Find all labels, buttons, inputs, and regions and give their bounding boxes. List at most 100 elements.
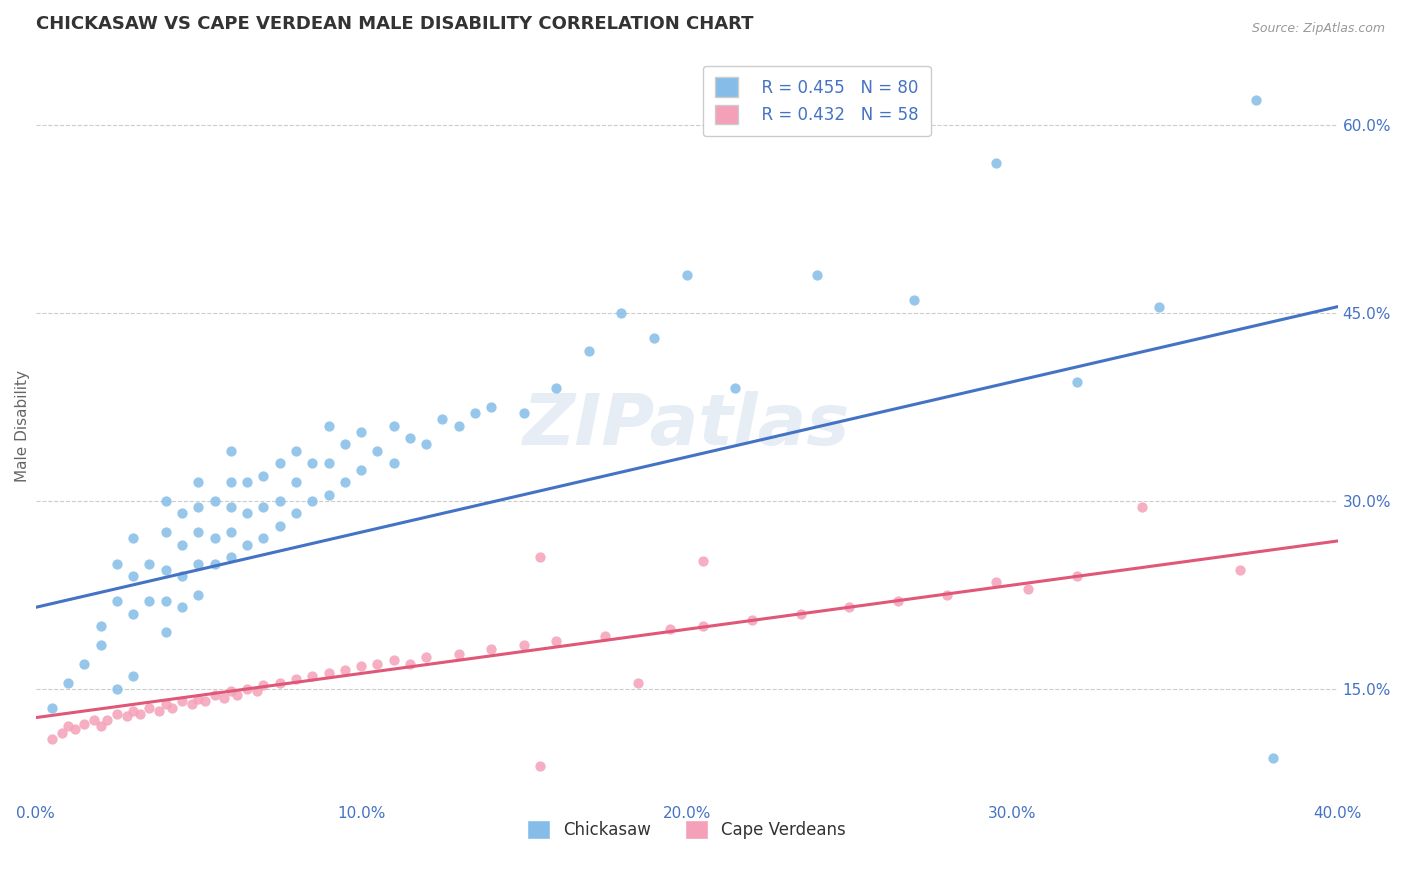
Point [301,494,323,508]
Point [333,475,356,489]
Point [415,650,437,665]
Point [214,690,236,705]
Point [122,532,145,546]
Point [204,557,226,571]
Point [1147,300,1170,314]
Point [984,575,1007,590]
Point [301,456,323,470]
Point [155,494,177,508]
Point [170,538,193,552]
Point [138,557,160,571]
Point [138,594,160,608]
Point [318,487,340,501]
Point [479,400,502,414]
Point [105,557,128,571]
Point [593,629,616,643]
Point [382,456,405,470]
Point [236,507,259,521]
Point [90,619,112,633]
Point [903,293,925,308]
Point [1066,375,1088,389]
Point [984,155,1007,169]
Point [122,607,145,621]
Point [187,475,209,489]
Point [675,268,697,283]
Point [219,475,242,489]
Point [122,669,145,683]
Point [741,613,763,627]
Point [105,706,128,721]
Point [138,700,160,714]
Point [318,665,340,680]
Point [578,343,600,358]
Point [285,443,308,458]
Point [350,425,373,439]
Point [219,525,242,540]
Point [122,704,145,718]
Point [724,381,747,395]
Point [41,700,63,714]
Point [692,619,714,633]
Point [105,681,128,696]
Point [415,437,437,451]
Point [513,406,536,420]
Text: Source: ZipAtlas.com: Source: ZipAtlas.com [1251,22,1385,36]
Point [73,657,96,671]
Point [285,672,308,686]
Point [155,563,177,577]
Point [301,669,323,683]
Point [122,569,145,583]
Point [838,600,860,615]
Point [170,507,193,521]
Point [1244,93,1267,107]
Point [610,306,633,320]
Point [252,532,274,546]
Point [246,684,269,698]
Point [155,625,177,640]
Point [56,719,79,733]
Point [219,550,242,565]
Point [155,697,177,711]
Point [252,500,274,515]
Point [170,694,193,708]
Point [236,681,259,696]
Point [187,691,209,706]
Legend: Chickasaw, Cape Verdeans: Chickasaw, Cape Verdeans [520,814,853,846]
Y-axis label: Male Disability: Male Disability [15,369,30,482]
Point [447,647,470,661]
Point [187,588,209,602]
Point [399,657,422,671]
Point [128,706,150,721]
Point [350,462,373,476]
Point [382,653,405,667]
Point [41,731,63,746]
Point [115,709,138,723]
Point [529,550,551,565]
Point [350,659,373,673]
Point [1130,500,1153,515]
Point [659,622,682,636]
Point [187,525,209,540]
Point [318,456,340,470]
Point [269,456,291,470]
Point [83,713,105,727]
Point [226,688,249,702]
Point [382,418,405,433]
Point [194,694,217,708]
Point [51,725,73,739]
Point [155,594,177,608]
Point [90,719,112,733]
Point [204,532,226,546]
Point [789,607,811,621]
Point [63,722,86,736]
Point [219,443,242,458]
Point [269,494,291,508]
Point [180,697,202,711]
Point [432,412,454,426]
Point [204,688,226,702]
Point [96,713,118,727]
Point [887,594,910,608]
Point [204,494,226,508]
Point [366,443,388,458]
Point [285,475,308,489]
